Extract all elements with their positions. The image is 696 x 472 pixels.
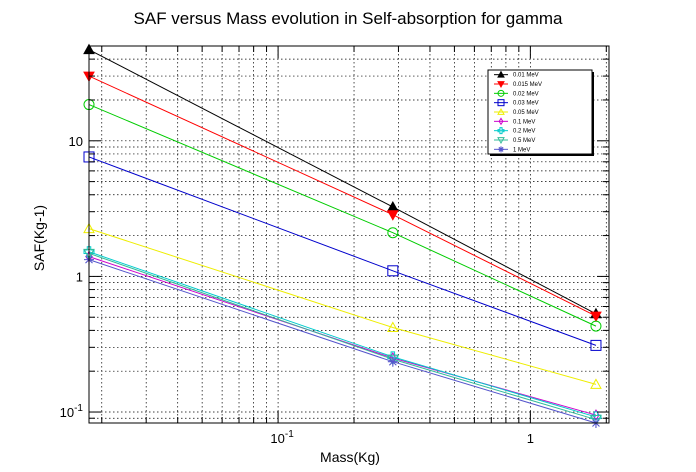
legend-marker xyxy=(498,117,504,126)
data-point xyxy=(387,227,399,239)
y-tick-label: 10-1 xyxy=(60,403,84,420)
series-layer xyxy=(83,43,602,428)
series-6 xyxy=(83,246,602,423)
legend-label: 0.015 MeV xyxy=(513,82,542,88)
legend-label: 1 MeV xyxy=(513,147,530,153)
legend-marker xyxy=(498,146,504,153)
x-tick-label: 1 xyxy=(527,431,534,446)
data-point xyxy=(590,311,602,323)
data-point xyxy=(387,356,398,367)
chart-title: SAF versus Mass evolution in Self-absorp… xyxy=(134,9,564,28)
data-point xyxy=(590,378,602,389)
legend-marker xyxy=(497,127,505,135)
y-tick-label: 10 xyxy=(69,134,83,149)
data-point xyxy=(590,339,602,351)
series-4 xyxy=(83,222,602,389)
series-line xyxy=(88,228,597,385)
legend: 0.01 MeV 0.015 MeV 0.02 MeV 0.03 MeV 0.05 Me… xyxy=(487,69,594,156)
legend-label: 0.2 MeV xyxy=(513,129,535,135)
x-tick-label: 10-1 xyxy=(270,429,294,446)
legend-marker xyxy=(497,81,505,89)
x-axis-label: Mass(Kg) xyxy=(320,449,380,465)
series-line xyxy=(88,104,597,327)
data-point xyxy=(387,265,399,277)
legend-label: 0.03 MeV xyxy=(513,101,539,107)
series-line xyxy=(88,156,597,346)
legend-label: 0.5 MeV xyxy=(513,138,535,144)
legend-marker xyxy=(497,99,505,107)
legend-marker xyxy=(497,70,505,78)
legend-label: 0.05 MeV xyxy=(513,110,539,116)
legend-label: 0.02 MeV xyxy=(513,91,539,97)
axis-ticks: 10-1 1 10-1 1 10 xyxy=(60,45,609,446)
legend-marker xyxy=(497,107,505,115)
y-axis-label: SAF(Kg-1) xyxy=(31,205,47,271)
data-point xyxy=(590,320,602,332)
y-tick-label: 1 xyxy=(76,269,83,284)
data-point xyxy=(386,321,399,333)
legend-label: 0.1 MeV xyxy=(513,119,535,125)
legend-label: 0.01 MeV xyxy=(513,73,539,79)
series-3 xyxy=(83,151,602,351)
series-2 xyxy=(83,99,602,332)
legend-marker xyxy=(497,137,505,145)
legend-marker xyxy=(497,89,505,97)
data-point xyxy=(386,210,399,221)
plot-frame xyxy=(88,45,610,424)
data-point xyxy=(386,200,399,212)
